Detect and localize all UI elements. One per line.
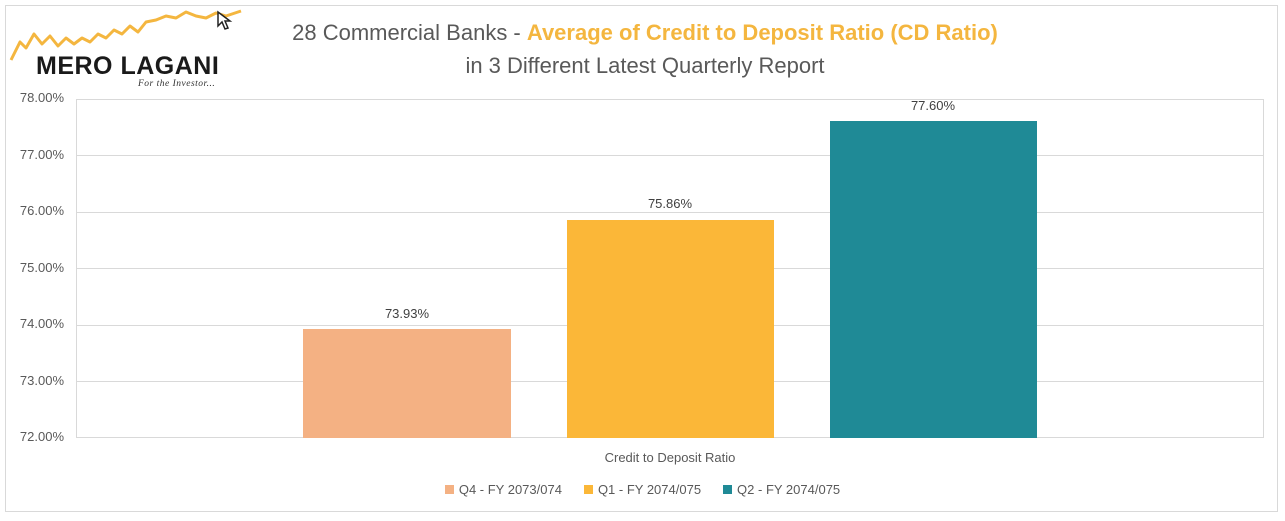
legend-swatch-icon (583, 485, 593, 494)
chart-frame (5, 5, 1278, 512)
chart-title-line1: 28 Commercial Banks - Average of Credit … (230, 16, 1060, 49)
y-tick-label: 78.00% (19, 90, 64, 105)
bar-q1-fy-2074-075[interactable] (567, 220, 774, 438)
chart-title-line2: in 3 Different Latest Quarterly Report (465, 53, 825, 78)
chart-title-prefix: 28 Commercial Banks - (292, 20, 527, 45)
y-tick-label: 74.00% (19, 316, 64, 331)
bar-q2-fy-2074-075[interactable] (830, 121, 1037, 438)
bar-q4-fy-2073-074[interactable] (303, 329, 511, 438)
gridline (76, 155, 1264, 156)
bar-data-label: 77.60% (910, 98, 956, 113)
legend-label: Q1 - FY 2074/075 (597, 482, 702, 497)
logo-name: MERO LAGANI (36, 52, 220, 80)
mero-lagani-logo: MERO LAGANI For the Investor... (6, 8, 251, 89)
cursor-icon (217, 10, 233, 30)
logo-tagline: For the Investor... (138, 79, 216, 89)
legend-label: Q2 - FY 2074/075 (737, 482, 841, 497)
chart-title: 28 Commercial Banks - Average of Credit … (230, 16, 1060, 82)
legend-label: Q4 - FY 2073/074 (458, 482, 562, 497)
chart-title-highlight: Average of Credit to Deposit Ratio (CD R… (526, 20, 998, 45)
y-tick-label: 73.00% (19, 373, 64, 388)
legend-swatch-icon (723, 485, 733, 494)
chart-legend: Q4 - FY 2073/074 Q1 - FY 2074/075 Q2 - F… (0, 482, 1285, 497)
bar-data-label: 75.86% (647, 196, 693, 211)
legend-item-q1-fy-2074-075[interactable]: Q1 - FY 2074/075 (583, 482, 702, 497)
y-tick-label: 76.00% (19, 203, 64, 218)
y-tick-label: 77.00% (19, 147, 64, 162)
trend-line-icon (9, 9, 242, 61)
legend-item-q2-fy-2074-075[interactable]: Q2 - FY 2074/075 (723, 482, 840, 497)
gridline (76, 212, 1264, 213)
x-axis-category-label: Credit to Deposit Ratio (604, 450, 736, 465)
y-tick-label: 75.00% (19, 260, 64, 275)
bar-data-label: 73.93% (384, 306, 430, 321)
legend-item-q4-fy-2073-074[interactable]: Q4 - FY 2073/074 (444, 482, 562, 497)
y-tick-label: 72.00% (19, 429, 64, 444)
legend-swatch-icon (444, 485, 454, 494)
